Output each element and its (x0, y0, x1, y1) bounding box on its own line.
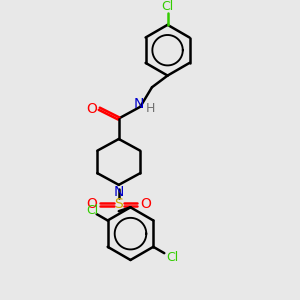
Text: Cl: Cl (161, 0, 174, 13)
Text: H: H (145, 102, 155, 115)
Text: Cl: Cl (87, 204, 99, 217)
Text: S: S (114, 197, 123, 212)
Text: O: O (86, 197, 97, 212)
Text: N: N (114, 185, 124, 199)
Text: N: N (134, 97, 145, 111)
Text: O: O (86, 102, 97, 116)
Text: O: O (141, 197, 152, 212)
Text: Cl: Cl (166, 250, 178, 264)
